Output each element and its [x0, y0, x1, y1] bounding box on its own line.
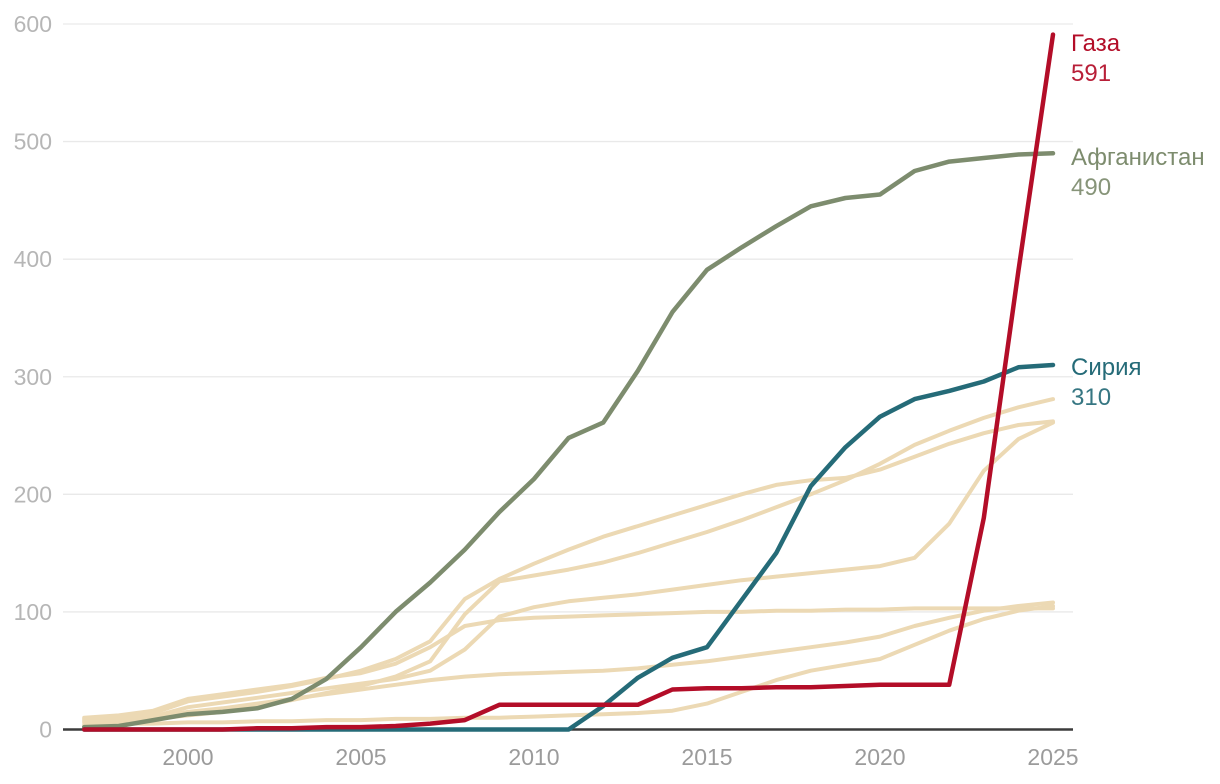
line-afghanistan — [81, 151, 1056, 730]
y-tick-label-400: 400 — [14, 246, 52, 272]
line-syria — [81, 362, 1056, 732]
series-name-afghanistan: Афганистан — [1071, 144, 1205, 171]
series-value-afghanistan: 490 — [1071, 174, 1112, 201]
line-context-5 — [82, 600, 1055, 724]
y-tick-label-500: 500 — [14, 129, 52, 155]
x-tick-label-2010: 2010 — [508, 744, 559, 770]
x-tick-label-2025: 2025 — [1027, 744, 1078, 770]
x-tick-label-2020: 2020 — [854, 744, 905, 770]
x-tick-label-2005: 2005 — [335, 744, 386, 770]
y-tick-label-100: 100 — [14, 599, 52, 625]
x-tick-label-2000: 2000 — [162, 744, 213, 770]
line-context-3 — [82, 420, 1055, 723]
line-context-4 — [82, 606, 1055, 720]
series-label-afghanistan: Афганистан 490 — [1071, 143, 1205, 203]
line-gaza — [81, 32, 1056, 732]
series-value-syria: 310 — [1071, 384, 1112, 411]
y-tick-label-0: 0 — [39, 717, 52, 743]
line-context-2 — [82, 419, 1055, 721]
series-name-gaza: Газа — [1071, 30, 1121, 57]
y-tick-label-600: 600 — [14, 11, 52, 37]
series-label-gaza: Газа 591 — [1071, 29, 1120, 89]
series-label-syria: Сирия 310 — [1071, 353, 1142, 413]
y-tick-label-200: 200 — [14, 481, 52, 507]
y-tick-label-300: 300 — [14, 364, 52, 390]
line-context-6 — [82, 604, 1055, 727]
series-name-syria: Сирия — [1071, 354, 1142, 381]
series-value-gaza: 591 — [1071, 60, 1112, 87]
x-tick-label-2015: 2015 — [681, 744, 732, 770]
